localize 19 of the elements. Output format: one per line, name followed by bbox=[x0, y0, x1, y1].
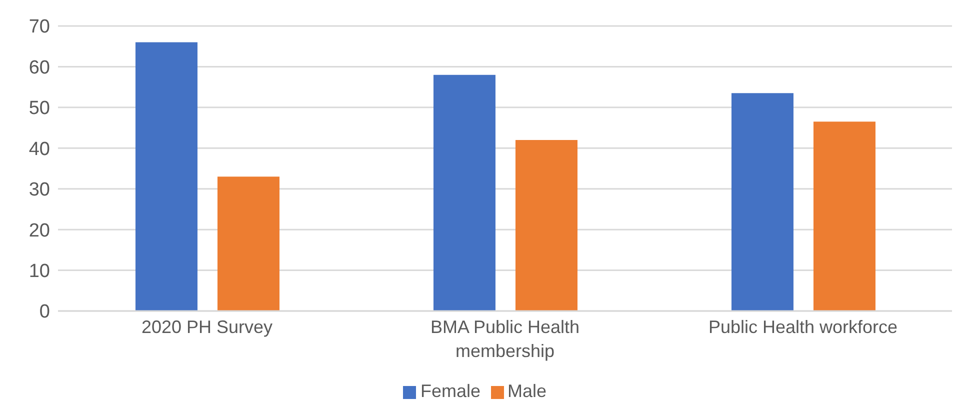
bar bbox=[135, 42, 198, 311]
y-tick-label: 70 bbox=[28, 16, 50, 38]
x-tick-label: 2020 PH Survey bbox=[141, 317, 273, 337]
bar bbox=[813, 122, 876, 311]
y-tick-label: 30 bbox=[28, 180, 50, 201]
x-tick-label: Public Health workforce bbox=[708, 317, 898, 337]
y-tick-label: 0 bbox=[39, 302, 50, 323]
y-tick-label: 60 bbox=[28, 57, 50, 78]
legend-label: Male bbox=[508, 381, 547, 401]
bar bbox=[217, 176, 280, 311]
y-tick-label: 20 bbox=[28, 220, 50, 242]
bar bbox=[731, 93, 794, 311]
legend-label: Female bbox=[420, 381, 480, 401]
y-tick-label: 40 bbox=[28, 138, 50, 160]
y-tick-label: 10 bbox=[28, 261, 50, 282]
x-tick-label: BMA Public Health membership bbox=[430, 317, 580, 361]
bar bbox=[433, 74, 496, 311]
y-tick-label: 50 bbox=[28, 98, 50, 120]
bar bbox=[515, 140, 578, 311]
